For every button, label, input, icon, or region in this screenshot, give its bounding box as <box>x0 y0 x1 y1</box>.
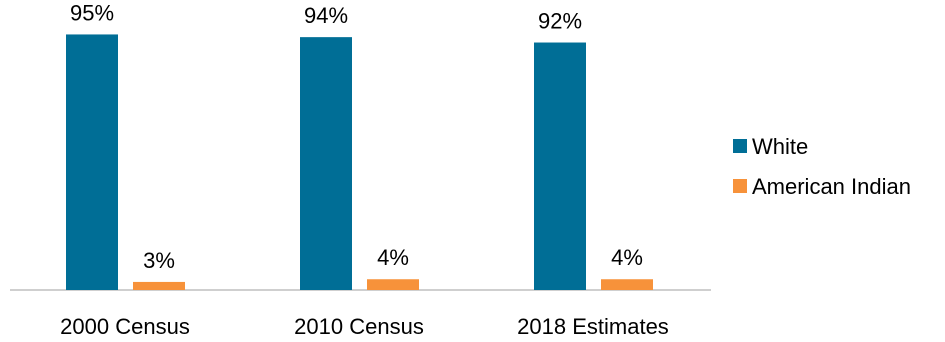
legend-label-american-indian: American Indian <box>752 174 911 199</box>
data-label-white-2018-estimates: 92% <box>538 9 582 34</box>
data-label-american-indian-2000-census: 3% <box>143 248 175 273</box>
legend-label-white: White <box>752 134 808 159</box>
x-tick-labels-group: 2000 Census 2010 Census 2018 Estimates <box>60 314 669 339</box>
data-label-white-2010-census: 94% <box>304 3 348 28</box>
data-labels-group: 95% 94% 92% 3% 4% 4% <box>70 0 643 272</box>
data-label-american-indian-2010-census: 4% <box>377 245 409 270</box>
bar-white-2010-census <box>300 37 352 290</box>
bar-white-2000-census <box>66 34 118 291</box>
bar-white-2018-estimates <box>534 42 586 290</box>
legend-swatch-american-indian <box>733 179 747 193</box>
legend-swatch-white <box>733 139 747 153</box>
data-label-white-2000-census: 95% <box>70 0 114 25</box>
legend: White American Indian <box>733 134 911 199</box>
x-tick-label-2010-census: 2010 Census <box>294 314 424 337</box>
bar-american-indian-2010-census <box>367 279 419 290</box>
x-tick-label-2000-census: 2000 Census <box>60 314 190 337</box>
bar-american-indian-2000-census <box>133 281 185 290</box>
bar-american-indian-2018-estimates <box>601 279 653 290</box>
bars-group <box>66 34 653 291</box>
x-tick-label-2018-estimates: 2018 Estimates <box>517 314 669 337</box>
data-label-american-indian-2018-estimates: 4% <box>611 245 643 270</box>
